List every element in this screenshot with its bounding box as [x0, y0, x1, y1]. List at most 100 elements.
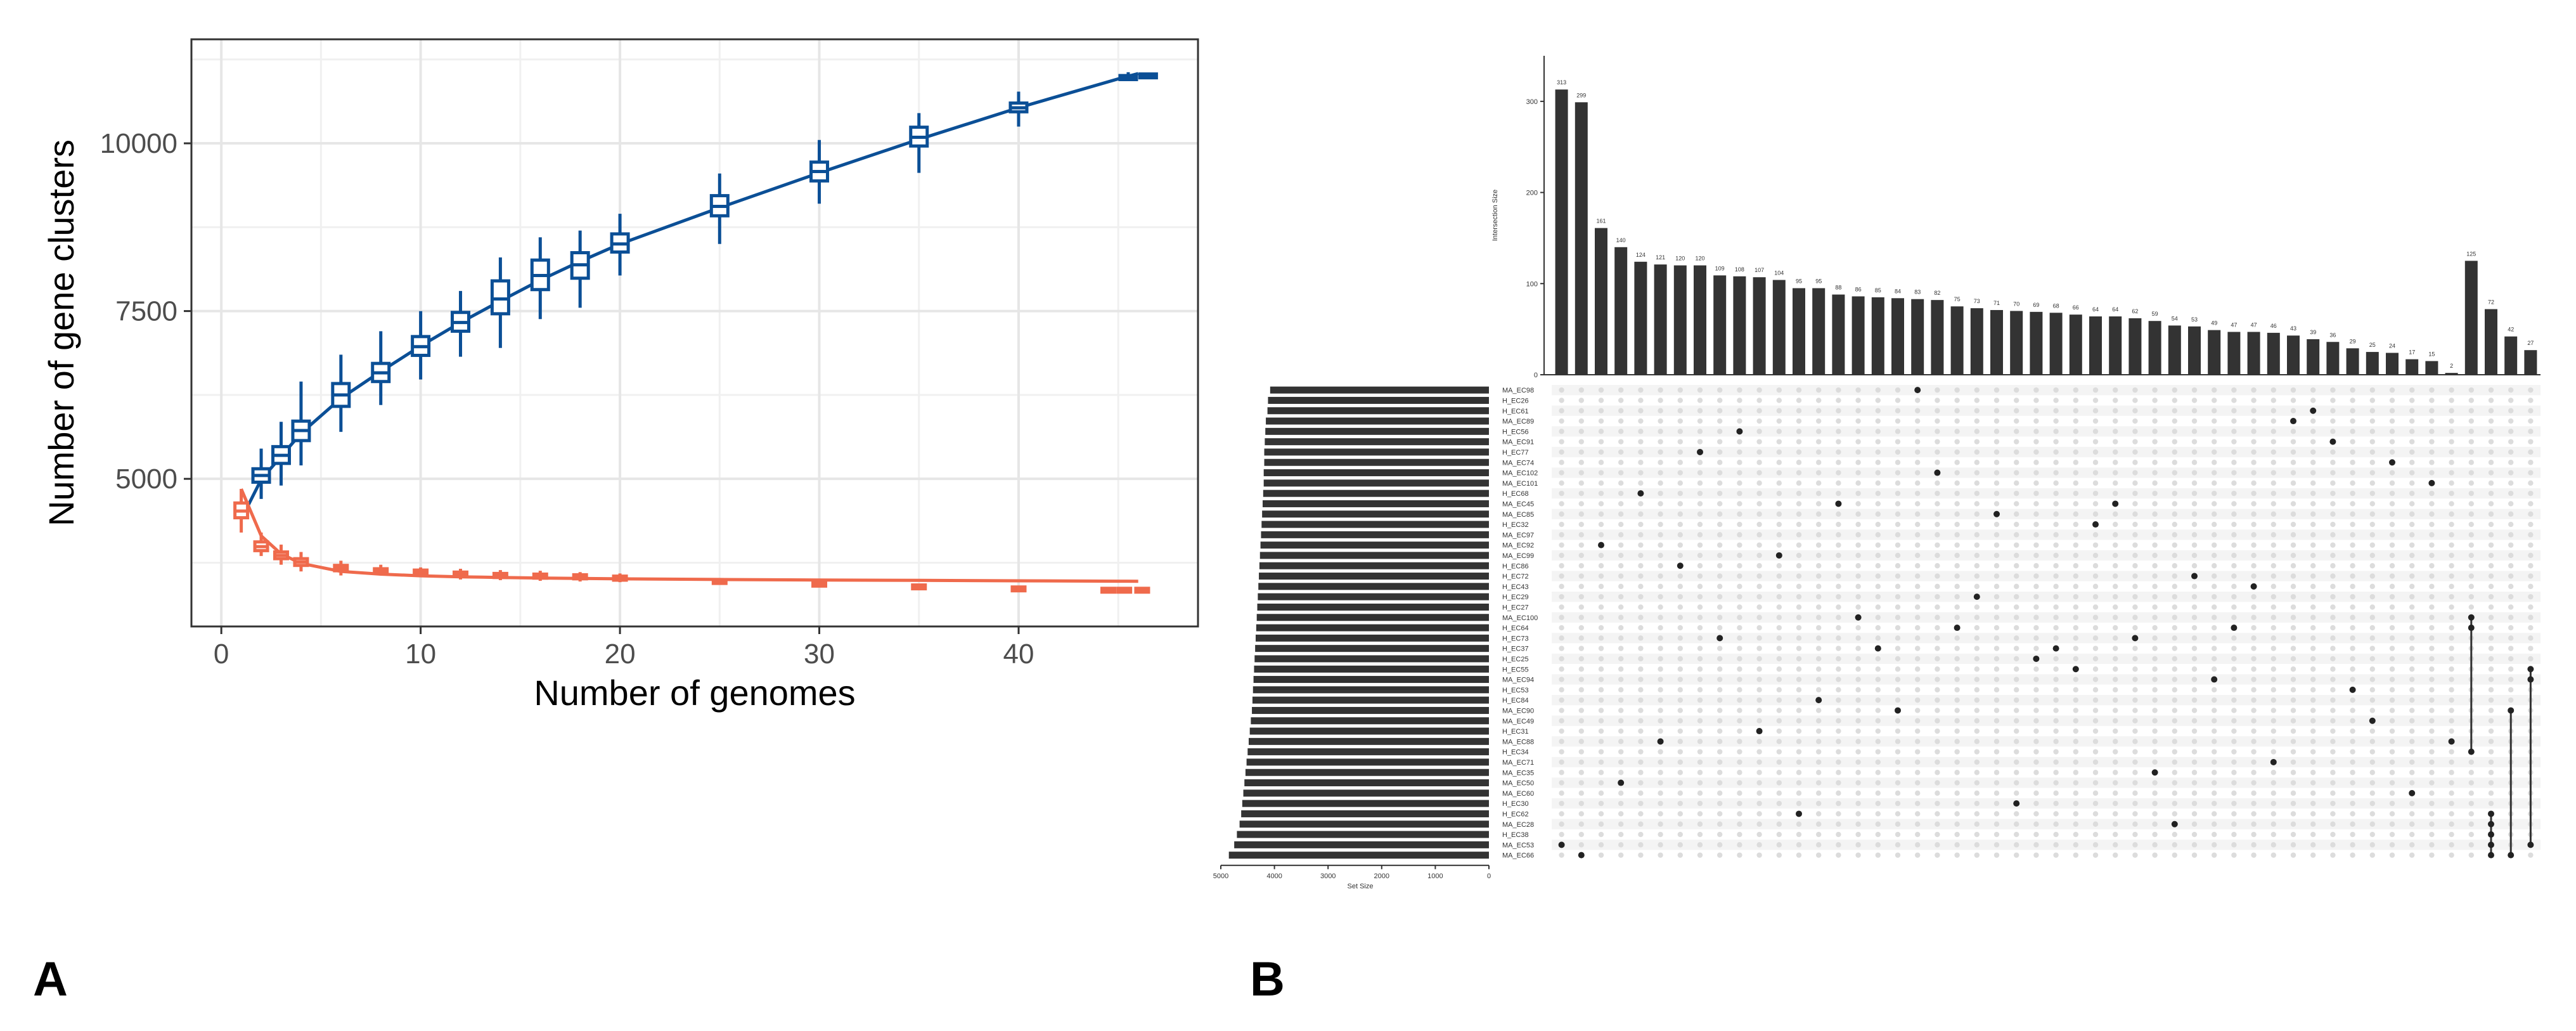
matrix-dot-inactive — [1915, 790, 1921, 796]
matrix-dot-inactive — [1697, 490, 1703, 496]
matrix-dot-inactive — [1954, 449, 1960, 455]
matrix-dot-active — [2468, 625, 2475, 632]
matrix-dot-inactive — [1836, 583, 1841, 590]
matrix-dot-inactive — [1658, 635, 1663, 641]
matrix-dot-inactive — [2092, 635, 2099, 641]
matrix-dot-inactive — [2212, 501, 2217, 507]
matrix-dot-inactive — [2113, 470, 2118, 476]
matrix-dot-inactive — [2508, 449, 2514, 455]
matrix-dot-inactive — [2369, 852, 2375, 858]
matrix-dot-inactive — [2389, 759, 2395, 765]
matrix-dot-inactive — [2132, 429, 2138, 434]
set-size-bar — [1268, 396, 1489, 404]
matrix-dot-inactive — [1796, 770, 1802, 775]
matrix-dot-inactive — [1638, 625, 1644, 631]
matrix-dot-inactive — [2330, 821, 2336, 827]
matrix-dot-inactive — [2212, 625, 2217, 631]
matrix-dot-inactive — [2389, 625, 2395, 631]
matrix-dot-inactive — [2033, 604, 2039, 610]
matrix-dot-inactive — [2251, 831, 2257, 838]
matrix-dot-inactive — [2251, 842, 2257, 848]
matrix-dot-inactive — [1638, 532, 1644, 538]
matrix-dot-inactive — [1816, 739, 1822, 744]
matrix-dot-inactive — [1756, 573, 1762, 579]
matrix-dot-inactive — [1658, 697, 1663, 703]
matrix-dot-inactive — [1993, 718, 2000, 723]
matrix-dot-inactive — [1598, 656, 1604, 662]
matrix-dot-inactive — [1578, 666, 1584, 672]
matrix-dot-inactive — [1776, 677, 1782, 682]
matrix-dot-inactive — [1993, 387, 2000, 393]
matrix-dot-inactive — [2092, 770, 2099, 775]
matrix-dot-inactive — [1875, 501, 1881, 507]
matrix-dot-inactive — [2528, 852, 2534, 858]
matrix-dot-inactive — [1935, 811, 1940, 817]
matrix-dot-inactive — [1737, 687, 1742, 693]
matrix-dot-inactive — [2251, 408, 2257, 413]
matrix-dot-inactive — [2310, 542, 2316, 548]
matrix-dot-inactive — [1915, 408, 1921, 413]
matrix-dot-inactive — [1796, 460, 1802, 465]
matrix-dot-inactive — [2172, 532, 2177, 538]
matrix-dot-inactive — [1993, 583, 2000, 590]
matrix-dot-inactive — [1598, 708, 1604, 713]
intersection-bar — [2307, 339, 2320, 375]
matrix-dot-inactive — [2488, 635, 2494, 641]
matrix-dot-inactive — [1954, 739, 1960, 744]
matrix-dot-inactive — [1836, 470, 1841, 476]
matrix-dot-inactive — [1796, 831, 1802, 838]
matrix-dot-inactive — [1578, 501, 1584, 507]
matrix-dot-inactive — [2113, 460, 2118, 465]
matrix-dot-inactive — [2113, 552, 2118, 559]
matrix-dot-inactive — [1717, 842, 1723, 848]
matrix-dot-inactive — [2132, 604, 2138, 610]
matrix-dot-inactive — [2231, 583, 2237, 590]
matrix-dot-inactive — [1638, 387, 1644, 393]
set-name-label: MA_EC28 — [1502, 821, 1534, 829]
matrix-dot-inactive — [2409, 780, 2415, 786]
matrix-dot-inactive — [1677, 542, 1683, 548]
matrix-dot-inactive — [1855, 470, 1861, 476]
matrix-dot-inactive — [2449, 449, 2454, 455]
matrix-dot-inactive — [1954, 439, 1960, 444]
matrix-dot-inactive — [2468, 398, 2474, 403]
matrix-dot-inactive — [1697, 718, 1703, 723]
matrix-dot-inactive — [1776, 593, 1782, 600]
matrix-dot-inactive — [1836, 656, 1841, 662]
matrix-dot-inactive — [1578, 573, 1584, 579]
matrix-dot-inactive — [1993, 666, 2000, 672]
matrix-dot-active — [2468, 748, 2475, 755]
plot-border — [190, 38, 1199, 628]
matrix-dot-inactive — [2092, 408, 2099, 413]
matrix-dot-inactive — [1855, 749, 1861, 755]
matrix-dot-inactive — [2449, 387, 2454, 393]
matrix-dot-inactive — [1737, 387, 1742, 393]
matrix-dot-inactive — [2350, 490, 2355, 496]
matrix-dot-inactive — [2429, 532, 2435, 538]
matrix-dot-inactive — [1618, 563, 1624, 569]
matrix-dot-inactive — [1895, 408, 1901, 413]
matrix-dot-inactive — [2152, 780, 2158, 786]
matrix-dot-inactive — [2212, 645, 2217, 651]
matrix-dot-inactive — [2152, 790, 2158, 796]
matrix-dot-inactive — [2053, 439, 2059, 444]
matrix-dot-inactive — [2508, 532, 2514, 538]
matrix-dot-inactive — [1875, 490, 1881, 496]
matrix-dot-inactive — [1677, 852, 1683, 858]
matrix-dot-inactive — [2468, 852, 2474, 858]
matrix-dot-inactive — [1717, 408, 1723, 413]
matrix-dot-inactive — [1717, 852, 1723, 858]
matrix-dot-inactive — [1796, 790, 1802, 796]
matrix-dot-inactive — [1756, 708, 1762, 713]
matrix-dot-inactive — [1578, 677, 1584, 682]
matrix-dot-inactive — [2073, 418, 2078, 424]
matrix-dot-inactive — [2330, 511, 2336, 517]
intersection-bar — [2247, 332, 2260, 375]
matrix-dot-inactive — [2073, 770, 2078, 775]
intersection-bar-label: 64 — [2112, 306, 2118, 313]
matrix-dot-inactive — [2528, 470, 2534, 476]
set-name-label: H_EC31 — [1502, 728, 1529, 736]
matrix-dot-inactive — [2369, 831, 2375, 838]
matrix-dot-inactive — [2113, 842, 2118, 848]
matrix-dot-inactive — [2449, 645, 2454, 651]
